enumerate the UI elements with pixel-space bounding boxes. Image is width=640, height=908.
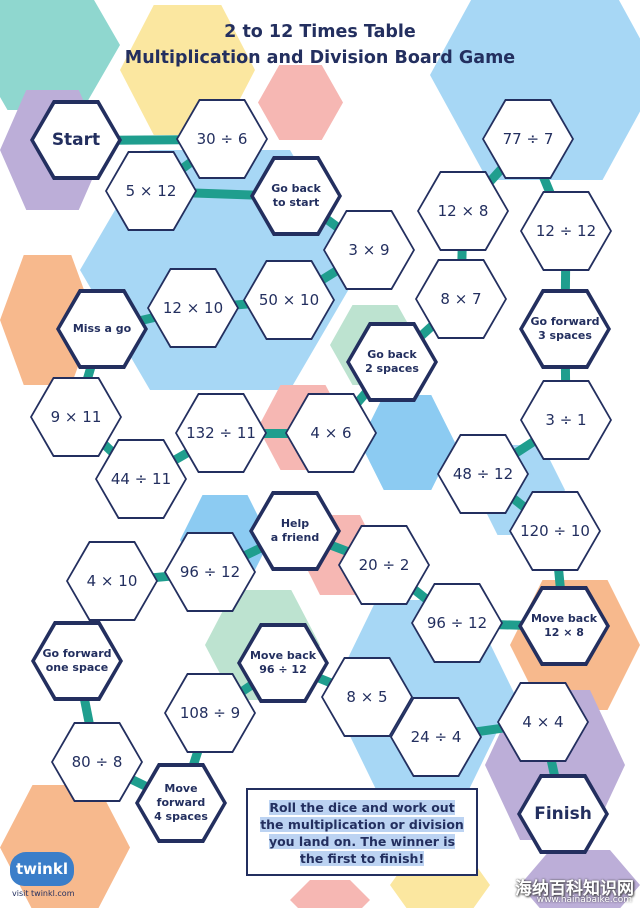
board-space-label: 8 × 5 [346,688,388,706]
instructions-text: Roll the dice and work out the multiplic… [260,800,464,866]
board-space-8-times-7[interactable]: 8 × 7 [415,259,507,339]
board-space-label: Help a friend [270,517,320,544]
board-space-label: 132 ÷ 11 [186,424,256,442]
board-space-12-times-8[interactable]: 12 × 8 [417,171,509,251]
board-space-label: 5 × 12 [125,182,177,200]
board-space-label: 12 ÷ 12 [535,222,597,240]
board-space-label: 4 × 6 [310,424,352,442]
board-space-label: 80 ÷ 8 [71,753,123,771]
board-space-label: Move forward 4 spaces [154,782,208,823]
board-space-label: 12 × 8 [437,202,489,220]
board-space-label: Go forward 3 spaces [530,315,600,342]
path-connector [221,428,331,438]
board-space-4-times-6[interactable]: 4 × 6 [285,393,377,473]
watermark-url: www.hainabaike.com [536,895,632,905]
board-space-label: 108 ÷ 9 [179,704,241,722]
instructions-box: Roll the dice and work out the multiplic… [246,788,478,876]
board-space-label: 77 ÷ 7 [502,130,554,148]
board-space-label: 4 × 4 [522,713,564,731]
board-space-label: 20 ÷ 2 [358,556,410,574]
title-line-1: 2 to 12 Times Table [224,22,416,42]
twinkl-logo[interactable]: twinkl [10,852,74,886]
board-space-label: 96 ÷ 12 [179,563,241,581]
board-space-label: Go back 2 spaces [365,348,419,375]
board-space-go-back-2-spaces[interactable]: Go back 2 spaces [346,322,438,402]
board-space-50-times-10[interactable]: 50 × 10 [243,260,335,340]
board-space-go-forward-one-space[interactable]: Go forward one space [31,621,123,701]
board-space-label: 48 ÷ 12 [452,465,514,483]
board-space-9-times-11[interactable]: 9 × 11 [30,377,122,457]
board-space-4-times-10[interactable]: 4 × 10 [66,541,158,621]
board-space-move-forward-4-spaces[interactable]: Move forward 4 spaces [135,763,227,843]
board-space-label: 44 ÷ 11 [110,470,172,488]
background-hexagon [258,65,343,140]
board-space-label: Move back 96 ÷ 12 [249,649,317,676]
board-space-label: Start [51,130,101,150]
board-space-go-back-to-start[interactable]: Go back to start [250,156,342,236]
logo-subtext: visit twinkl.com [12,889,75,898]
board-space-label: Finish [534,804,592,824]
board-space-label: Miss a go [72,322,132,335]
board-space-miss-a-go[interactable]: Miss a go [56,289,148,369]
board-space-label: Move back 12 × 8 [530,612,598,639]
board-space-label: 3 × 9 [348,241,390,259]
board-space-label: 24 ÷ 4 [410,728,462,746]
board-space-label: 12 × 10 [162,299,224,317]
title-line-2: Multiplication and Division Board Game [124,48,516,68]
board-space-12-times-10[interactable]: 12 × 10 [147,268,239,348]
board-space-label: 8 × 7 [440,290,482,308]
board-space-label: 4 × 10 [86,572,138,590]
board-space-132-div-11[interactable]: 132 ÷ 11 [175,393,267,473]
board-space-44-div-11[interactable]: 44 ÷ 11 [95,439,187,519]
board-space-12-div-12[interactable]: 12 ÷ 12 [520,191,612,271]
board-space-label: 96 ÷ 12 [426,614,488,632]
board-space-label: 50 × 10 [258,291,320,309]
watermark: 海纳百科知识网 [515,879,634,899]
board-space-label: 3 ÷ 1 [545,411,587,429]
board-space-label: Go forward one space [42,647,112,674]
board-space-label: 30 ÷ 6 [196,130,248,148]
board-space-3-times-9[interactable]: 3 × 9 [323,210,415,290]
background-hexagon [290,880,370,908]
board-space-label: Go back to start [271,182,321,209]
board-space-label: 9 × 11 [50,408,102,426]
board-space-label: 120 ÷ 10 [520,522,590,540]
board-space-go-forward-3-spaces[interactable]: Go forward 3 spaces [519,289,611,369]
